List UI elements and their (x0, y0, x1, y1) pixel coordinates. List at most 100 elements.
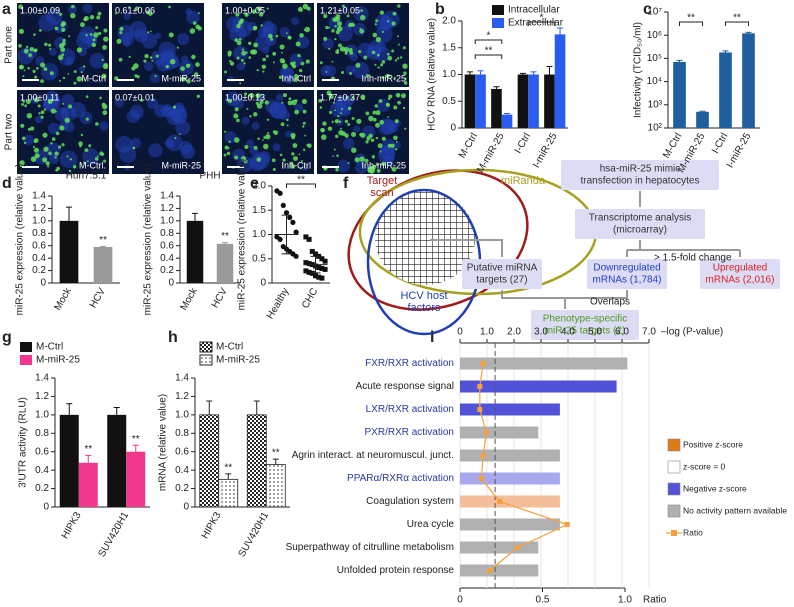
micrograph (17, 90, 109, 174)
signal (68, 104, 72, 109)
signal (370, 138, 375, 142)
signal (372, 117, 377, 122)
nucleus (17, 47, 34, 65)
chart-title: Huh7.5.1 (66, 171, 107, 182)
y-tick-label: 0.2 (32, 265, 46, 276)
signal (395, 140, 398, 143)
legend-swatch (667, 504, 681, 518)
signal (29, 47, 34, 52)
signal (18, 44, 22, 48)
signal (319, 61, 323, 65)
y-tick-label: 0.2 (175, 483, 189, 494)
image-label: M-Ctrl (82, 73, 107, 83)
signal (387, 52, 390, 56)
ratio-point (480, 453, 486, 458)
nucleus (130, 137, 142, 149)
signal (298, 153, 301, 156)
nucleus (291, 17, 300, 26)
flow-box (575, 209, 705, 239)
panel-letter: b (435, 1, 445, 18)
bar (216, 243, 234, 283)
signal (378, 99, 383, 103)
signal (293, 74, 299, 79)
flow-box-text: Upregulated (713, 263, 767, 274)
signal (328, 110, 333, 115)
bar (265, 464, 286, 508)
signal (235, 12, 240, 17)
signal (80, 71, 83, 74)
category-label: Coagulation system (366, 496, 454, 507)
signal (367, 167, 374, 174)
signal (306, 6, 311, 11)
signal (305, 59, 310, 64)
y-tick-label: 1.0 (160, 215, 174, 226)
signal (97, 155, 99, 158)
x-tick-label: SUV420H1 (237, 510, 272, 559)
signal (403, 71, 407, 75)
point (306, 261, 312, 267)
signal (397, 43, 400, 46)
signal (323, 14, 328, 19)
signal (93, 32, 99, 38)
y-tick-label: 10⁴ (647, 76, 662, 87)
y-tick-label: 0.2 (35, 483, 49, 494)
point (316, 264, 322, 270)
nucleus (166, 134, 183, 152)
point (293, 253, 299, 259)
signal (268, 33, 273, 39)
signal (371, 164, 377, 170)
signal (234, 38, 239, 43)
nucleus (394, 141, 402, 149)
signal (265, 54, 269, 58)
error-bar (546, 65, 553, 75)
signal (298, 68, 303, 73)
signal (297, 53, 301, 58)
signal (365, 111, 370, 116)
signal (272, 168, 276, 172)
signal (197, 12, 200, 15)
bar (696, 111, 709, 128)
error-bar (477, 70, 484, 75)
signal (266, 118, 270, 121)
point (319, 275, 325, 281)
signal (387, 20, 390, 23)
signal (375, 19, 379, 23)
signal (19, 160, 25, 166)
ratio-point (487, 568, 493, 573)
signal (47, 165, 50, 168)
signal (334, 109, 336, 112)
y-tick-label: 10⁶ (647, 30, 662, 41)
error-bar (676, 59, 683, 62)
signal (375, 36, 382, 43)
signal (165, 64, 169, 69)
image-label: Inh-Ctrl (281, 73, 311, 83)
venn-label: HCV host (400, 290, 447, 302)
signal (356, 118, 362, 124)
signal (380, 63, 384, 67)
signal (21, 136, 26, 141)
signal (238, 20, 243, 25)
signal (328, 47, 331, 50)
venn-label: scan (370, 187, 393, 199)
signal (223, 153, 227, 157)
y-tick-label: 10⁷ (647, 7, 662, 18)
signal (85, 95, 89, 99)
error-bar (722, 50, 729, 53)
signal (256, 157, 262, 162)
signal (359, 27, 362, 30)
nucleus (339, 104, 352, 117)
x-tick-label: HIPK3 (200, 510, 224, 541)
signal (290, 61, 294, 66)
signal (71, 4, 75, 9)
y-tick-label: 10² (648, 123, 663, 134)
signal (189, 28, 196, 34)
venn-label: Target (367, 175, 398, 187)
signal (234, 107, 239, 112)
nucleus (279, 65, 292, 78)
nucleus (381, 118, 397, 135)
panel-letter: i (430, 329, 434, 346)
nucleus (248, 154, 266, 172)
bar (460, 357, 628, 370)
venn-label: miRanda (501, 175, 546, 187)
nucleus (38, 14, 56, 32)
